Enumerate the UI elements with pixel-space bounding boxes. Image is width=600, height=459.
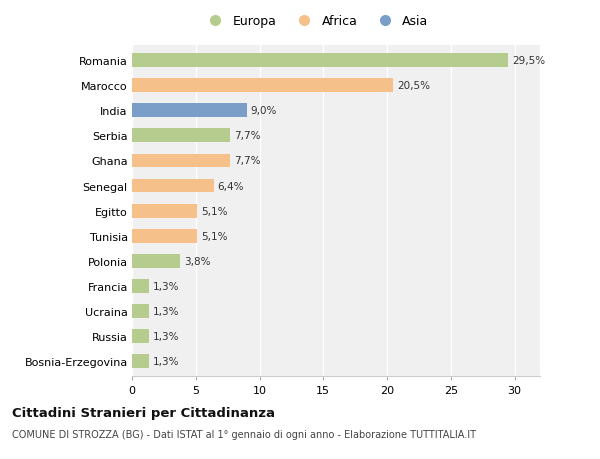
Bar (132, 79, 394, 93)
Text: 1,3%: 1,3% (152, 281, 179, 291)
Bar (132, 104, 247, 118)
Text: COMUNE DI STROZZA (BG) - Dati ISTAT al 1° gennaio di ogni anno - Elaborazione TU: COMUNE DI STROZZA (BG) - Dati ISTAT al 1… (12, 429, 476, 439)
Bar (132, 304, 149, 318)
Text: 7,7%: 7,7% (234, 131, 260, 141)
Text: 29,5%: 29,5% (512, 56, 545, 66)
Bar (132, 354, 149, 368)
Bar (132, 254, 181, 268)
Text: 6,4%: 6,4% (217, 181, 244, 191)
Bar (132, 330, 149, 343)
Legend: Europa, Africa, Asia: Europa, Africa, Asia (197, 10, 434, 33)
Text: 5,1%: 5,1% (201, 231, 227, 241)
Text: 7,7%: 7,7% (234, 156, 260, 166)
Bar (132, 179, 214, 193)
Bar (132, 54, 508, 68)
Text: 5,1%: 5,1% (201, 206, 227, 216)
Bar (132, 280, 149, 293)
Bar (132, 230, 197, 243)
Text: 1,3%: 1,3% (152, 331, 179, 341)
Bar (132, 204, 197, 218)
Text: 3,8%: 3,8% (184, 256, 211, 266)
Bar (132, 129, 230, 143)
Text: 1,3%: 1,3% (152, 356, 179, 366)
Text: 20,5%: 20,5% (397, 81, 430, 91)
Text: 9,0%: 9,0% (251, 106, 277, 116)
Text: 1,3%: 1,3% (152, 306, 179, 316)
Text: Cittadini Stranieri per Cittadinanza: Cittadini Stranieri per Cittadinanza (12, 406, 275, 419)
Bar (132, 154, 230, 168)
